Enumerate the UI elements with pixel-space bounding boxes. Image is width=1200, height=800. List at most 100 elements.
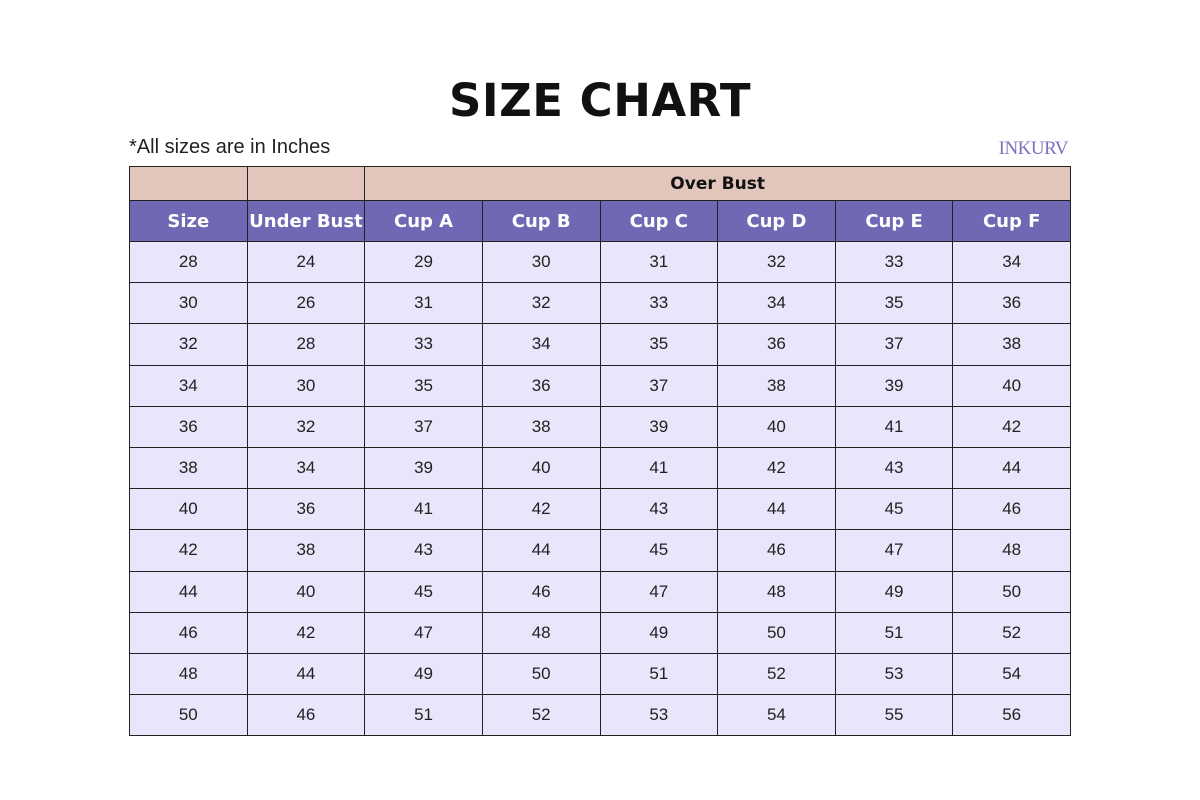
- table-cell: 31: [599, 240, 719, 284]
- table-cell: 43: [834, 446, 954, 490]
- table-cell: 36: [717, 323, 836, 366]
- table-cell: 56: [952, 694, 1071, 737]
- table-cell: 37: [599, 364, 719, 407]
- table-cell: 50: [717, 611, 836, 654]
- table-cell: 32: [481, 282, 601, 325]
- table-cell: 51: [599, 652, 719, 696]
- table-cell: 49: [834, 570, 954, 613]
- units-note: *All sizes are in Inches: [129, 136, 331, 158]
- table-cell: 54: [717, 694, 836, 737]
- table-cell: 53: [834, 652, 954, 696]
- table-cell: 36: [481, 364, 601, 407]
- over-bust-group-header: Over Bust: [364, 166, 1071, 201]
- table-cell: 48: [129, 652, 248, 696]
- table-cell: 38: [717, 364, 836, 407]
- column-header: Cup D: [717, 200, 836, 242]
- table-cell: 52: [481, 694, 601, 737]
- page-title: SIZE CHART: [448, 74, 752, 127]
- table-row: 30 26 31 32 33 34 35 36: [129, 282, 1071, 325]
- table-cell: 34: [246, 446, 366, 490]
- table-cell: 54: [952, 652, 1071, 696]
- table-cell: 44: [717, 488, 836, 531]
- table-cell: 45: [834, 488, 954, 531]
- table-cell: 48: [717, 570, 836, 613]
- column-header: Under Bust: [246, 200, 366, 242]
- table-cell: 28: [246, 323, 366, 366]
- table-cell: 37: [364, 405, 483, 448]
- table-cell: 40: [952, 364, 1071, 407]
- table-cell: 39: [364, 446, 483, 490]
- column-header: Cup E: [834, 200, 954, 242]
- table-cell: 32: [129, 323, 248, 366]
- table-cell: 40: [717, 405, 836, 448]
- column-header: Cup B: [481, 200, 601, 242]
- table-cell: 35: [364, 364, 483, 407]
- empty-header-cell: [129, 166, 248, 201]
- table-cell: 34: [717, 282, 836, 325]
- table-cell: 26: [246, 282, 366, 325]
- column-header: Cup C: [599, 200, 719, 242]
- table-cell: 42: [129, 529, 248, 572]
- table-row: 34 30 35 36 37 38 39 40: [129, 364, 1071, 407]
- table-cell: 43: [364, 529, 483, 572]
- table-cell: 46: [481, 570, 601, 613]
- table-cell: 44: [952, 446, 1071, 490]
- table-cell: 33: [599, 282, 719, 325]
- table-body: 28 24 29 30 31 32 33 34 30 26 31 32 33 34 35 36 32 28 33 34…: [129, 240, 1071, 737]
- column-header: Cup F: [952, 200, 1071, 242]
- table-cell: 46: [717, 529, 836, 572]
- table-cell: 24: [246, 240, 366, 284]
- table-row: 46 42 47 48 49 50 51 52: [129, 611, 1071, 654]
- table-cell: 40: [246, 570, 366, 613]
- table-cell: 51: [834, 611, 954, 654]
- table-cell: 42: [481, 488, 601, 531]
- table-cell: 43: [599, 488, 719, 531]
- table-cell: 37: [834, 323, 954, 366]
- table-cell: 52: [952, 611, 1071, 654]
- table-cell: 36: [952, 282, 1071, 325]
- table-cell: 30: [246, 364, 366, 407]
- table-cell: 32: [717, 240, 836, 284]
- table-cell: 33: [834, 240, 954, 284]
- table-row: 38 34 39 40 41 42 43 44: [129, 446, 1071, 490]
- column-header: Size: [129, 200, 248, 242]
- table-cell: 30: [129, 282, 248, 325]
- table-cell: 55: [834, 694, 954, 737]
- table-cell: 38: [246, 529, 366, 572]
- table-row: 32 28 33 34 35 36 37 38: [129, 323, 1071, 366]
- table-row: 28 24 29 30 31 32 33 34: [129, 240, 1071, 284]
- table-cell: 44: [129, 570, 248, 613]
- table-cell: 31: [364, 282, 483, 325]
- table-cell: 47: [834, 529, 954, 572]
- table-cell: 35: [834, 282, 954, 325]
- table-row: 48 44 49 50 51 52 53 54: [129, 652, 1071, 696]
- table-cell: 41: [834, 405, 954, 448]
- table-cell: 39: [834, 364, 954, 407]
- table-cell: 50: [481, 652, 601, 696]
- table-cell: 46: [129, 611, 248, 654]
- table-cell: 48: [952, 529, 1071, 572]
- table-cell: 40: [129, 488, 248, 531]
- table-cell: 47: [599, 570, 719, 613]
- table-cell: 46: [952, 488, 1071, 531]
- table-cell: 41: [599, 446, 719, 490]
- table-cell: 46: [246, 694, 366, 737]
- table-cell: 32: [246, 405, 366, 448]
- table-cell: 45: [364, 570, 483, 613]
- table-cell: 36: [129, 405, 248, 448]
- table-cell: 53: [599, 694, 719, 737]
- table-cell: 48: [481, 611, 601, 654]
- table-cell: 50: [952, 570, 1071, 613]
- table-row: 44 40 45 46 47 48 49 50: [129, 570, 1071, 613]
- table-cell: 42: [952, 405, 1071, 448]
- table-cell: 29: [364, 240, 483, 284]
- table-cell: 52: [717, 652, 836, 696]
- empty-header-cell: [246, 166, 366, 201]
- table-cell: 47: [364, 611, 483, 654]
- table-cell: 40: [481, 446, 601, 490]
- table-cell: 38: [481, 405, 601, 448]
- table-row: 50 46 51 52 53 54 55 56: [129, 694, 1071, 737]
- table-cell: 42: [246, 611, 366, 654]
- table-cell: 44: [481, 529, 601, 572]
